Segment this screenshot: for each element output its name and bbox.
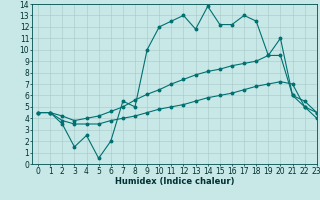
X-axis label: Humidex (Indice chaleur): Humidex (Indice chaleur) <box>115 177 234 186</box>
